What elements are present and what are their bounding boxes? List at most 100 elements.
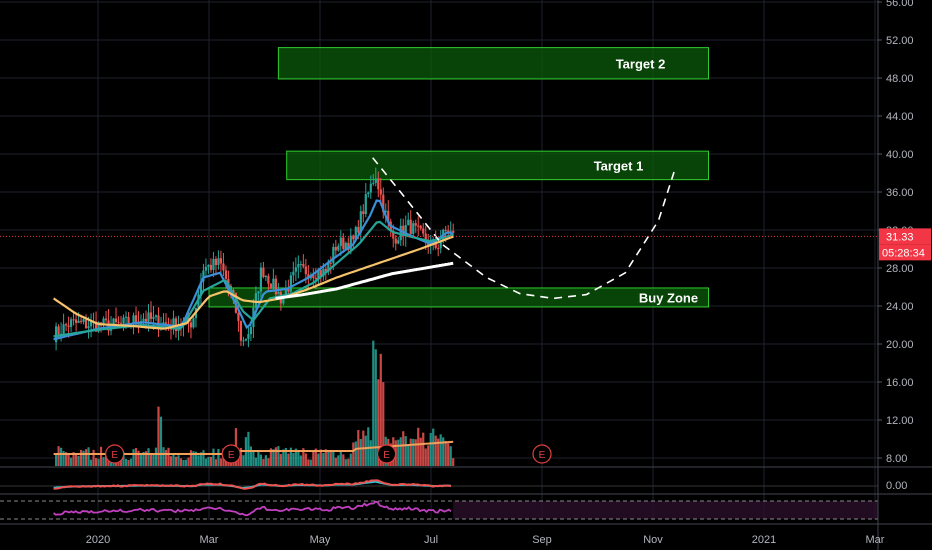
volume-bar — [69, 457, 73, 466]
volume-bar — [434, 435, 437, 466]
candle-body — [174, 318, 178, 332]
volume-bar — [74, 454, 78, 466]
candle-body — [277, 292, 280, 295]
candle-body — [339, 237, 342, 246]
candle-body — [157, 315, 160, 329]
volume-bar — [449, 446, 452, 466]
price-axis[interactable]: 56.0052.0048.0044.0040.0036.0032.0028.00… — [878, 0, 914, 492]
volume-bar — [382, 382, 385, 466]
volume-bar — [157, 406, 160, 466]
candle-body — [329, 262, 332, 264]
candle-body — [62, 324, 65, 334]
volume-bar — [294, 448, 297, 466]
volume-bar — [332, 451, 335, 466]
zone-box[interactable] — [277, 47, 709, 80]
candle-body — [264, 275, 267, 278]
volume-bar — [427, 445, 430, 466]
volume-bar — [167, 447, 170, 466]
volume-bar — [54, 454, 58, 466]
candle-body — [452, 230, 455, 233]
volume-bar — [447, 443, 450, 466]
last-price-label: 31.33 — [886, 231, 914, 243]
candle-body — [407, 219, 410, 226]
candle-body — [377, 178, 380, 190]
volume-bar — [162, 447, 165, 466]
candle-body — [402, 225, 405, 236]
candle-body — [449, 230, 452, 232]
price-tick-label: 44.00 — [886, 111, 914, 123]
volume-bar — [102, 457, 105, 466]
volume-bar — [122, 452, 125, 466]
candle-body — [132, 315, 135, 324]
projection-path[interactable] — [372, 157, 676, 300]
volume-bar — [249, 446, 253, 466]
volume-bar — [247, 431, 250, 466]
volume-bar — [287, 453, 290, 466]
candle-body — [217, 258, 220, 266]
volume-bar — [124, 458, 128, 466]
volume-bar — [442, 437, 445, 466]
volume-bar — [307, 459, 310, 466]
candle-body — [417, 225, 420, 227]
candle-body — [404, 225, 407, 236]
volume-bar — [272, 449, 275, 466]
volume-bar — [254, 457, 257, 466]
candle-body — [349, 235, 352, 250]
volume-bar — [344, 459, 347, 466]
candle-body — [419, 225, 422, 229]
time-tick-label: 2020 — [86, 534, 110, 546]
candle-body — [84, 319, 88, 329]
time-axis[interactable]: 2020 Mar May Jul Sep Nov 2021 Mar — [86, 534, 885, 546]
volume-bar — [374, 349, 377, 466]
volume-bar — [179, 458, 183, 466]
volume-bar — [342, 454, 345, 466]
candle-body — [189, 322, 193, 328]
volume-bar — [137, 450, 140, 466]
countdown-label: 05:28:34 — [882, 247, 925, 259]
candle-body — [392, 230, 395, 239]
price-tick-label: 36.00 — [886, 187, 914, 199]
price-tick-label: 52.00 — [886, 35, 914, 47]
volume-bar — [142, 452, 145, 466]
price-tick-label: 16.00 — [886, 377, 914, 389]
volume-bar — [204, 458, 208, 466]
last-price-tag: 31.33 05:28:34 — [0, 228, 931, 261]
volume-bar — [67, 453, 70, 466]
oscillator-panes — [0, 479, 878, 520]
volume-bar — [267, 458, 270, 466]
candle-body — [104, 318, 108, 321]
volume-bar — [212, 448, 215, 466]
volume-bar — [354, 441, 357, 466]
candle-body — [224, 270, 228, 279]
price-tick-label: 56.00 — [886, 0, 914, 9]
volume-bar — [94, 458, 98, 466]
volume-bar — [149, 453, 153, 466]
candle-body — [54, 326, 58, 343]
volume-bar — [322, 453, 325, 466]
ema_mid-line — [53, 220, 454, 338]
candle-body — [327, 262, 330, 273]
zone-box[interactable] — [286, 150, 709, 181]
candle-body — [202, 270, 205, 282]
volume-bar — [419, 437, 422, 466]
candle-body — [312, 275, 315, 278]
volume-bar — [359, 438, 362, 466]
candle-body — [382, 194, 385, 213]
candle-body — [412, 223, 415, 234]
volume-bar — [407, 445, 410, 466]
volume-bar — [409, 438, 412, 466]
candle-body — [212, 258, 215, 270]
candle-body — [134, 315, 138, 323]
candle-body — [314, 277, 317, 280]
volume-bar — [414, 439, 417, 466]
candle-body — [289, 275, 292, 292]
ma_white-line — [275, 261, 454, 300]
volume-bar — [252, 450, 255, 466]
candle-body — [399, 225, 402, 241]
candle-body — [259, 267, 262, 292]
volume-bar — [64, 452, 68, 466]
volume-bar — [242, 455, 245, 466]
candle-body — [422, 228, 425, 234]
